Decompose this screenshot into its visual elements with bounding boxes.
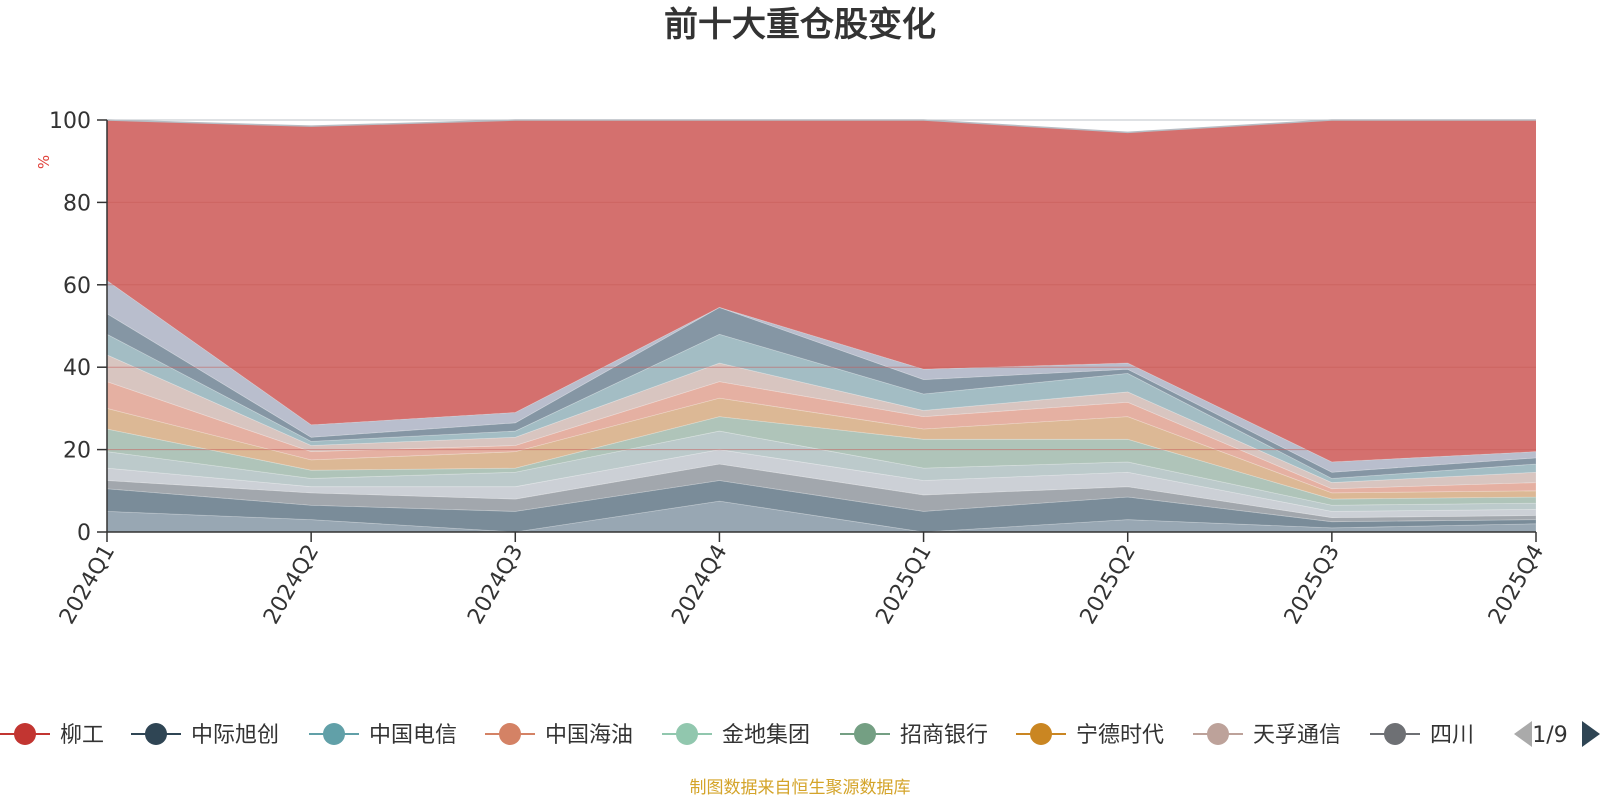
area-series-band-12 (106, 279, 1537, 473)
x-tick-label: 2024Q2 (259, 541, 324, 629)
area-series-band-10 (106, 333, 1537, 483)
legend-label: 中际旭创 (191, 723, 279, 748)
legend: 柳工 中际旭创 中国电信 中国海油 金地集团 招商银行 宁德时代 天孚通信 四川 (0, 723, 1474, 748)
area-series-band-5 (106, 430, 1537, 512)
area-series-band-8 (106, 381, 1537, 494)
area-series-band-2 (106, 480, 1537, 533)
legend-label: 中国海油 (545, 723, 633, 748)
legend-marker-icon (323, 723, 345, 745)
grid-lines (107, 119, 1536, 451)
legend-marker-icon (145, 723, 167, 745)
legend-item[interactable]: 招商银行 (840, 723, 988, 748)
area-series-liugong (107, 120, 1536, 462)
x-tick-label: 2024Q1 (55, 541, 120, 629)
legend-item[interactable]: 天孚通信 (1193, 723, 1341, 748)
chart-title: 前十大重仓股变化 (664, 5, 936, 45)
legend-marker-icon (1030, 723, 1052, 745)
legend-item[interactable]: 金地集团 (662, 723, 810, 748)
x-tick-label: 2024Q3 (463, 541, 528, 629)
area-series-band-3 (106, 463, 1537, 523)
y-tick-label: 80 (63, 191, 91, 216)
legend-label: 柳工 (60, 723, 104, 748)
x-tick-label: 2025Q4 (1484, 541, 1549, 629)
legend-label: 中国电信 (369, 723, 457, 748)
area-series-band-9 (106, 354, 1537, 490)
legend-item[interactable]: 中国电信 (309, 723, 457, 748)
y-tick-label: 20 (63, 439, 91, 464)
legend-item[interactable]: 柳工 (0, 723, 104, 748)
legend-label: 天孚通信 (1253, 723, 1341, 748)
area-series-band-6 (106, 416, 1537, 506)
legend-label: 四川 (1430, 723, 1474, 748)
legend-label: 招商银行 (900, 723, 988, 748)
y-tick-label: 60 (63, 274, 91, 299)
legend-item[interactable]: 中际旭创 (131, 723, 279, 748)
source-note: 制图数据来自恒生聚源数据库 (689, 778, 911, 798)
legend-label: 宁德时代 (1076, 723, 1164, 748)
y-tick-label: 40 (63, 356, 91, 381)
legend-page-indicator: 1/9 (1532, 723, 1567, 748)
area-layer (106, 119, 1537, 533)
legend-marker-icon (14, 723, 36, 745)
legend-marker-icon (854, 723, 876, 745)
y-axis-ticks: 0 20 40 60 80 100 (49, 109, 107, 546)
x-axis-ticks: 2024Q1 2024Q2 2024Q3 2024Q4 2025Q1 2025Q2 2025… (55, 532, 1549, 629)
axes (106, 120, 1536, 533)
x-tick-label: 2025Q1 (871, 541, 936, 629)
legend-item[interactable]: 四川 (1370, 723, 1474, 748)
legend-label: 金地集团 (722, 723, 810, 748)
legend-next-page-arrow-icon[interactable] (1582, 721, 1600, 747)
x-tick-label: 2025Q3 (1280, 541, 1345, 629)
legend-marker-icon (676, 723, 698, 745)
area-series-band-7 (106, 397, 1537, 500)
x-tick-label: 2024Q4 (667, 541, 732, 629)
legend-marker-icon (499, 723, 521, 745)
legend-marker-icon (1384, 723, 1406, 745)
x-tick-label: 2025Q2 (1076, 541, 1141, 629)
legend-marker-icon (1207, 723, 1229, 745)
y-tick-label: 0 (77, 521, 91, 546)
y-tick-label: 100 (49, 109, 91, 134)
legend-item[interactable]: 宁德时代 (1016, 723, 1164, 748)
legend-item[interactable]: 中国海油 (485, 723, 633, 748)
y-axis-unit-label: % (35, 155, 53, 169)
area-series-band-4 (106, 449, 1537, 518)
legend-prev-page-arrow-icon[interactable] (1514, 721, 1532, 747)
area-series-band-11 (106, 307, 1537, 479)
